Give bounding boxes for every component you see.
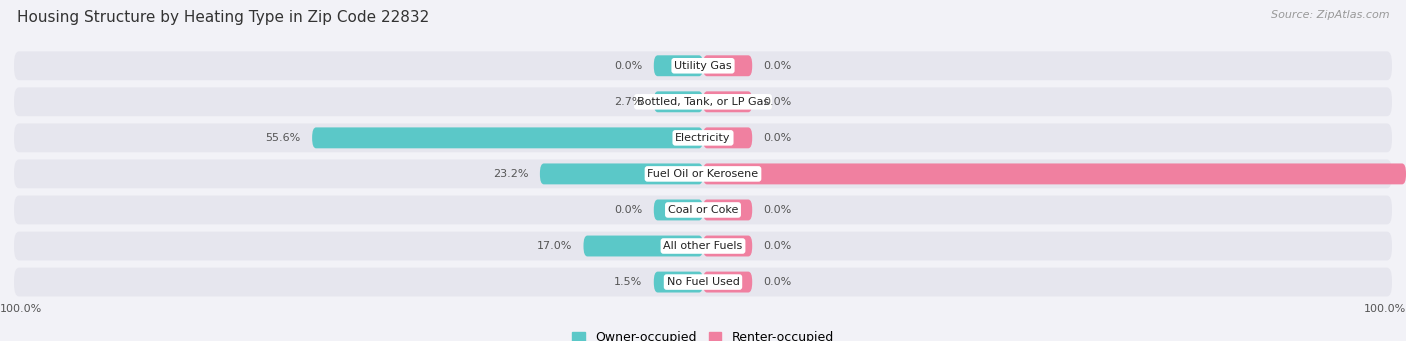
Text: Source: ZipAtlas.com: Source: ZipAtlas.com xyxy=(1271,10,1389,20)
Text: 100.0%: 100.0% xyxy=(1364,305,1406,314)
FancyBboxPatch shape xyxy=(14,87,1392,116)
Text: 17.0%: 17.0% xyxy=(537,241,572,251)
FancyBboxPatch shape xyxy=(703,236,752,256)
FancyBboxPatch shape xyxy=(703,163,1406,184)
Text: 100.0%: 100.0% xyxy=(0,305,42,314)
Text: Electricity: Electricity xyxy=(675,133,731,143)
Text: No Fuel Used: No Fuel Used xyxy=(666,277,740,287)
FancyBboxPatch shape xyxy=(703,91,752,112)
Text: 0.0%: 0.0% xyxy=(763,205,792,215)
Text: 23.2%: 23.2% xyxy=(494,169,529,179)
FancyBboxPatch shape xyxy=(14,51,1392,80)
Text: 0.0%: 0.0% xyxy=(763,133,792,143)
Text: 55.6%: 55.6% xyxy=(266,133,301,143)
Text: 0.0%: 0.0% xyxy=(763,277,792,287)
Text: Bottled, Tank, or LP Gas: Bottled, Tank, or LP Gas xyxy=(637,97,769,107)
FancyBboxPatch shape xyxy=(654,199,703,220)
Text: Housing Structure by Heating Type in Zip Code 22832: Housing Structure by Heating Type in Zip… xyxy=(17,10,429,25)
Text: 0.0%: 0.0% xyxy=(763,241,792,251)
FancyBboxPatch shape xyxy=(703,128,752,148)
Text: 0.0%: 0.0% xyxy=(763,97,792,107)
Text: 2.7%: 2.7% xyxy=(614,97,643,107)
FancyBboxPatch shape xyxy=(14,268,1392,296)
FancyBboxPatch shape xyxy=(654,271,703,293)
FancyBboxPatch shape xyxy=(540,163,703,184)
FancyBboxPatch shape xyxy=(14,160,1392,188)
FancyBboxPatch shape xyxy=(583,236,703,256)
Legend: Owner-occupied, Renter-occupied: Owner-occupied, Renter-occupied xyxy=(568,326,838,341)
FancyBboxPatch shape xyxy=(703,271,752,293)
FancyBboxPatch shape xyxy=(703,199,752,220)
Text: Coal or Coke: Coal or Coke xyxy=(668,205,738,215)
FancyBboxPatch shape xyxy=(654,91,703,112)
Text: All other Fuels: All other Fuels xyxy=(664,241,742,251)
Text: 0.0%: 0.0% xyxy=(763,61,792,71)
FancyBboxPatch shape xyxy=(654,55,703,76)
FancyBboxPatch shape xyxy=(14,232,1392,261)
FancyBboxPatch shape xyxy=(14,123,1392,152)
Text: 1.5%: 1.5% xyxy=(614,277,643,287)
FancyBboxPatch shape xyxy=(14,195,1392,224)
Text: Utility Gas: Utility Gas xyxy=(675,61,731,71)
Text: 0.0%: 0.0% xyxy=(614,61,643,71)
FancyBboxPatch shape xyxy=(312,128,703,148)
FancyBboxPatch shape xyxy=(703,55,752,76)
Text: Fuel Oil or Kerosene: Fuel Oil or Kerosene xyxy=(647,169,759,179)
Text: 0.0%: 0.0% xyxy=(614,205,643,215)
